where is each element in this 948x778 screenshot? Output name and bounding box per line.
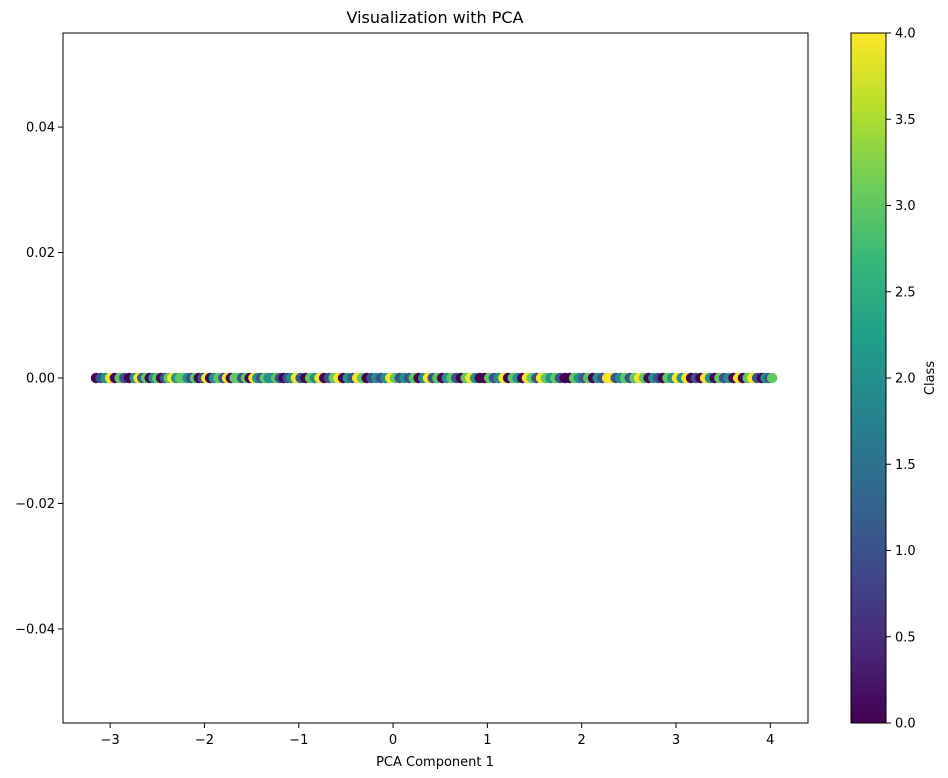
x-axis: −3 −2 −1 0 1 2 3 4 <box>101 723 774 748</box>
scatter-points <box>90 372 778 384</box>
colorbar <box>850 32 887 724</box>
y-tick-label: −0.02 <box>15 497 55 512</box>
colorbar-tick-label: 3.0 <box>895 199 916 214</box>
y-tick-label: 0.00 <box>26 372 55 387</box>
colorbar-tick-label: 0.5 <box>895 630 916 645</box>
x-tick-label: 2 <box>578 733 586 748</box>
x-tick-label: 3 <box>672 733 680 748</box>
x-tick-label: −3 <box>101 733 120 748</box>
chart-title: Visualization with PCA <box>347 8 524 27</box>
x-tick-label: −2 <box>195 733 214 748</box>
colorbar-tick-label: 2.5 <box>895 285 916 300</box>
colorbar-tick-label: 4.0 <box>895 27 916 42</box>
colorbar-axis: 0.0 0.5 1.0 1.5 2.0 2.5 3.0 3.5 4.0 <box>886 27 916 732</box>
y-axis: −0.04 −0.02 0.00 0.02 0.04 <box>15 121 63 637</box>
y-tick-label: 0.02 <box>26 246 55 261</box>
x-axis-label: PCA Component 1 <box>376 755 494 770</box>
colorbar-tick-label: 1.5 <box>895 458 916 473</box>
scatter-point <box>766 372 778 384</box>
y-tick-label: −0.04 <box>15 622 55 637</box>
x-tick-label: −1 <box>289 733 308 748</box>
colorbar-label: Class <box>923 361 938 395</box>
colorbar-tick-label: 1.0 <box>895 544 916 559</box>
colorbar-tick-label: 3.5 <box>895 113 916 128</box>
x-tick-label: 1 <box>483 733 491 748</box>
colorbar-tick-label: 2.0 <box>895 372 916 387</box>
x-tick-label: 4 <box>766 733 774 748</box>
x-tick-label: 0 <box>389 733 397 748</box>
y-tick-label: 0.04 <box>26 121 55 136</box>
colorbar-tick-label: 0.0 <box>895 717 916 732</box>
